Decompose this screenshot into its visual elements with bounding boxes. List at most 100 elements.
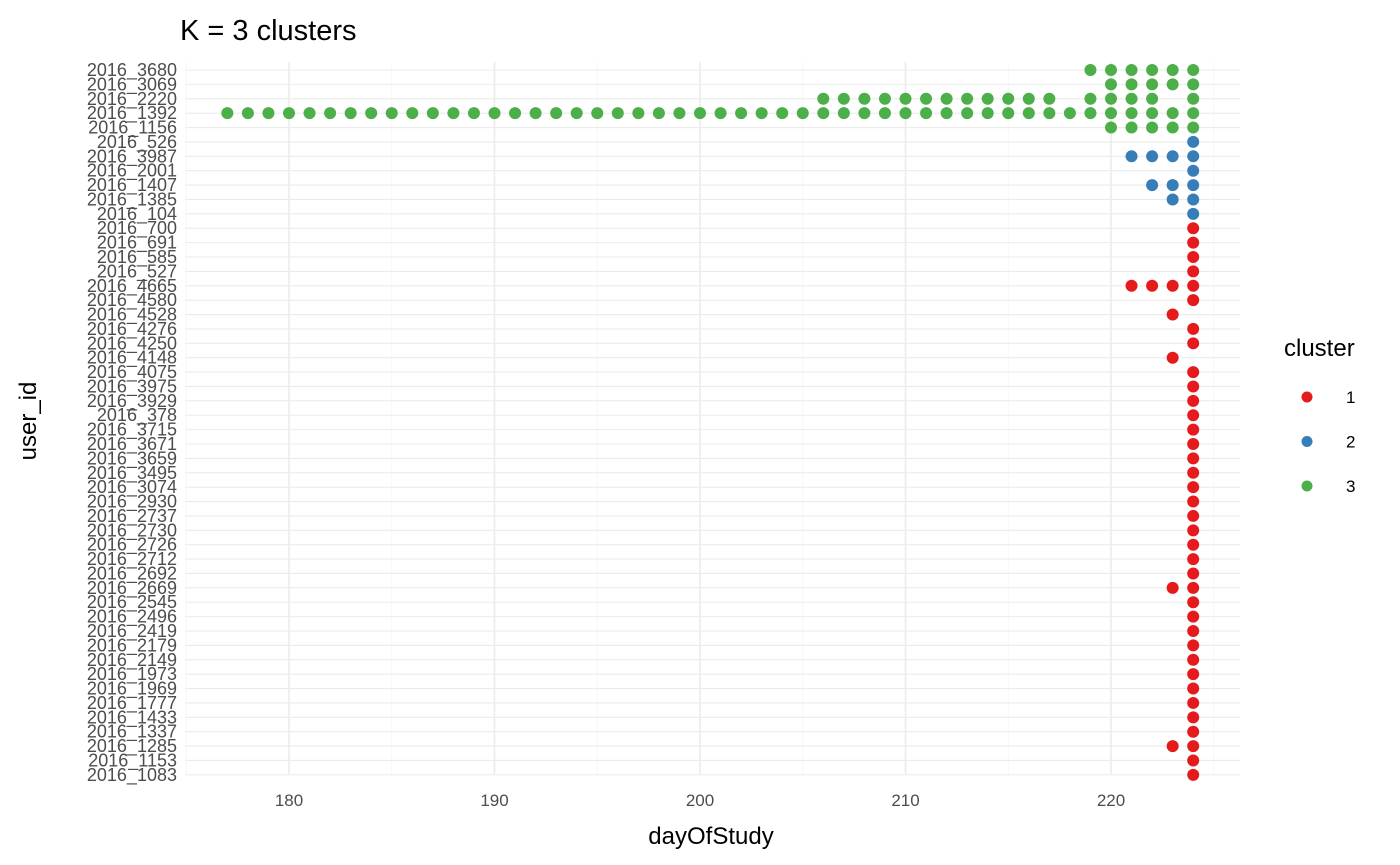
data-point-cluster-1 (1166, 740, 1179, 753)
data-point-cluster-3 (509, 107, 522, 120)
data-point-cluster-2 (1146, 179, 1159, 192)
data-point-cluster-3 (488, 107, 501, 120)
y-tick-label: 2016_3987 (87, 146, 177, 167)
y-tick-label: 2016_2001 (87, 161, 177, 182)
data-point-cluster-3 (673, 107, 686, 120)
data-point-cluster-1 (1187, 711, 1200, 724)
data-point-cluster-3 (1022, 92, 1035, 105)
y-tick-label: 2016_3715 (87, 420, 177, 441)
data-point-cluster-1 (1187, 222, 1200, 235)
data-point-cluster-3 (344, 107, 357, 120)
y-tick-label: 2016_3074 (87, 477, 177, 498)
y-tick-label: 2016_2220 (87, 89, 177, 110)
data-point-cluster-3 (878, 92, 891, 105)
data-point-cluster-3 (1105, 107, 1117, 120)
data-point-cluster-3 (858, 107, 871, 120)
y-tick-label: 2016_4528 (87, 305, 177, 326)
y-tick-label: 2016_2692 (87, 563, 177, 584)
data-point-cluster-3 (467, 107, 480, 120)
data-point-cluster-3 (1125, 78, 1138, 91)
y-tick-label: 2016_1392 (87, 103, 177, 124)
data-point-cluster-3 (1063, 107, 1076, 120)
data-point-cluster-3 (1105, 78, 1117, 91)
data-point-cluster-3 (899, 92, 912, 105)
data-point-cluster-3 (324, 107, 337, 120)
x-tick-label: 210 (891, 791, 919, 810)
y-tick-label: 2016_3659 (87, 448, 177, 469)
data-point-cluster-1 (1187, 394, 1200, 407)
data-point-cluster-2 (1166, 179, 1179, 192)
data-point-cluster-1 (1187, 754, 1200, 767)
y-tick-label: 2016_1385 (87, 189, 177, 210)
data-point-cluster-1 (1187, 668, 1200, 681)
y-tick-label: 2016_3069 (87, 74, 177, 95)
data-point-cluster-3 (365, 107, 378, 120)
data-point-cluster-3 (447, 107, 460, 120)
y-tick-label: 2016_3929 (87, 391, 177, 412)
data-point-cluster-3 (1146, 121, 1159, 134)
data-point-cluster-3 (837, 92, 850, 105)
data-point-cluster-3 (981, 92, 994, 105)
data-point-cluster-1 (1187, 322, 1200, 335)
data-point-cluster-3 (837, 107, 850, 120)
data-point-cluster-2 (1187, 193, 1200, 206)
data-point-cluster-3 (1084, 64, 1097, 76)
data-point-cluster-3 (1187, 121, 1200, 134)
data-point-cluster-3 (1043, 107, 1056, 120)
y-tick-label: 2016_1969 (87, 679, 177, 700)
y-tick-label: 2016_4665 (87, 276, 177, 297)
data-point-cluster-3 (981, 107, 994, 120)
data-point-cluster-1 (1187, 596, 1200, 609)
y-tick-label: 2016_3680 (87, 60, 177, 81)
data-point-cluster-3 (776, 107, 789, 120)
legend-key-cluster-1 (1301, 391, 1313, 403)
data-point-cluster-1 (1166, 308, 1179, 321)
data-point-cluster-1 (1187, 768, 1200, 781)
data-point-cluster-3 (1105, 64, 1117, 76)
data-point-cluster-1 (1187, 409, 1200, 422)
data-point-cluster-3 (940, 107, 953, 120)
y-tick-label: 2016_527 (97, 261, 177, 282)
data-point-cluster-3 (529, 107, 542, 120)
x-tick-label: 180 (275, 791, 303, 810)
data-point-cluster-1 (1187, 251, 1200, 264)
y-tick-label: 2016_2726 (87, 535, 177, 556)
data-point-cluster-3 (920, 107, 933, 120)
x-tick-label: 220 (1097, 791, 1125, 810)
data-points (221, 64, 1200, 781)
data-point-cluster-3 (1125, 64, 1138, 76)
y-tick-label: 2016_1433 (87, 707, 177, 728)
data-point-cluster-1 (1166, 581, 1179, 594)
data-point-cluster-3 (899, 107, 912, 120)
data-point-cluster-1 (1187, 337, 1200, 350)
data-point-cluster-1 (1187, 366, 1200, 379)
data-point-cluster-3 (714, 107, 727, 120)
data-point-cluster-3 (1166, 107, 1179, 120)
data-point-cluster-3 (961, 92, 974, 105)
data-point-cluster-3 (920, 92, 933, 105)
data-point-cluster-3 (1105, 92, 1117, 105)
data-point-cluster-3 (1146, 78, 1159, 91)
data-point-cluster-3 (611, 107, 624, 120)
data-point-cluster-3 (817, 107, 830, 120)
legend-label-cluster-2: 2 (1346, 433, 1355, 452)
data-point-cluster-1 (1187, 423, 1200, 436)
data-point-cluster-3 (591, 107, 604, 120)
data-point-cluster-2 (1166, 150, 1179, 163)
y-tick-label: 2016_3975 (87, 376, 177, 397)
data-point-cluster-2 (1166, 193, 1179, 206)
y-tick-label: 2016_2545 (87, 592, 177, 613)
data-point-cluster-1 (1187, 639, 1200, 652)
data-point-cluster-3 (406, 107, 419, 120)
data-point-cluster-3 (1084, 92, 1097, 105)
y-tick-label: 2016_4250 (87, 333, 177, 354)
data-point-cluster-1 (1146, 279, 1159, 292)
data-point-cluster-1 (1187, 466, 1200, 479)
y-tick-label: 2016_4276 (87, 319, 177, 340)
data-point-cluster-1 (1187, 682, 1200, 695)
y-axis-title: user_id (15, 382, 42, 461)
data-point-cluster-3 (1043, 92, 1056, 105)
data-point-cluster-3 (755, 107, 768, 120)
